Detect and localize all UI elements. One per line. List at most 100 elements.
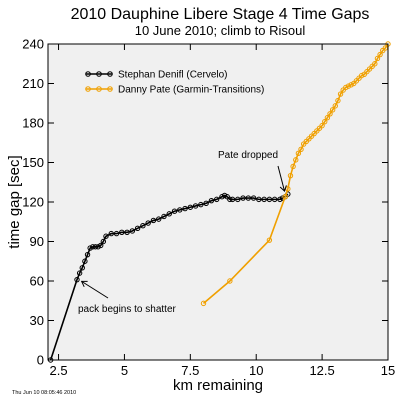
annotation-arrow-pate-head (279, 185, 287, 193)
data-point-danny-pate-garmin-transitions (332, 103, 338, 109)
data-point-stephan-denifl-cervelo (166, 211, 172, 217)
data-point-stephan-denifl-cervelo (119, 229, 125, 235)
data-point-stephan-denifl-cervelo (182, 205, 188, 212)
data-point-stephan-denifl-cervelo (100, 238, 107, 245)
data-point-danny-pate-garmin-transitions (337, 91, 344, 97)
data-point-stephan-denifl-cervelo (161, 213, 167, 220)
data-point-stephan-denifl-cervelo (103, 233, 109, 239)
data-point-stephan-denifl-cervelo (192, 203, 199, 209)
x-tick-label: 10 (249, 363, 263, 378)
data-point-danny-pate-garmin-transitions (327, 111, 333, 117)
data-point-stephan-denifl-cervelo (84, 251, 91, 258)
chart-title: 2010 Dauphine Libere Stage 4 Time Gaps (71, 6, 370, 23)
data-point-stephan-denifl-cervelo (208, 197, 215, 204)
data-point-stephan-denifl-cervelo (250, 195, 257, 201)
data-point-stephan-denifl-cervelo (90, 244, 96, 250)
annotation-arrow-pate (277, 165, 286, 192)
data-point-stephan-denifl-cervelo (98, 242, 104, 249)
data-point-stephan-denifl-cervelo (277, 196, 283, 203)
data-point-stephan-denifl-cervelo (219, 194, 225, 200)
x-tick-label: 15 (381, 363, 395, 378)
data-point-stephan-denifl-cervelo (129, 228, 136, 234)
data-point-danny-pate-garmin-transitions (324, 115, 331, 121)
data-point-stephan-denifl-cervelo (124, 229, 130, 235)
data-point-stephan-denifl-cervelo (92, 244, 99, 250)
data-point-stephan-denifl-cervelo (227, 196, 233, 203)
annotation-arrow-shatter (81, 280, 109, 299)
legend-marker-denifl (96, 71, 102, 77)
annotation-arrow-shatter-head (80, 280, 88, 288)
x-tick-label: 5 (121, 363, 128, 378)
annotation-pack-shatter: pack begins to shatter (78, 304, 177, 315)
data-point-stephan-denifl-cervelo (155, 216, 162, 222)
timestamp-footer: Thu Jun 10 08:05:46 2010 (12, 390, 76, 396)
legend: Stephan Denifl (Cervelo) Danny Pate (Gar… (85, 70, 264, 96)
data-point-danny-pate-garmin-transitions (293, 157, 299, 163)
data-point-stephan-denifl-cervelo (271, 196, 278, 203)
legend-marker-pate (107, 86, 113, 92)
data-point-stephan-denifl-cervelo (213, 196, 220, 203)
data-point-danny-pate-garmin-transitions (282, 194, 288, 200)
data-point-stephan-denifl-cervelo (145, 220, 151, 226)
plot-area (48, 44, 388, 360)
data-point-danny-pate-garmin-transitions (322, 118, 328, 125)
data-point-danny-pate-garmin-transitions (295, 150, 302, 156)
data-point-danny-pate-garmin-transitions (319, 122, 325, 129)
data-point-stephan-denifl-cervelo (245, 195, 252, 201)
data-point-stephan-denifl-cervelo (82, 258, 88, 264)
x-tick-label: 7.5 (181, 363, 199, 378)
y-tick-label: 120 (22, 195, 44, 210)
data-point-stephan-denifl-cervelo (76, 270, 83, 276)
data-point-stephan-denifl-cervelo (235, 196, 241, 203)
data-point-stephan-denifl-cervelo (266, 196, 273, 203)
y-tick-label: 60 (30, 274, 44, 289)
legend-marker-denifl (107, 71, 113, 77)
data-point-danny-pate-garmin-transitions (335, 97, 341, 104)
data-point-stephan-denifl-cervelo (261, 196, 267, 203)
y-tick-label: 180 (22, 116, 44, 131)
y-tick-label: 210 (22, 76, 44, 91)
data-point-danny-pate-garmin-transitions (298, 146, 304, 153)
data-point-stephan-denifl-cervelo (87, 245, 93, 251)
data-point-stephan-denifl-cervelo (108, 230, 114, 237)
x-tick-label: 2.5 (50, 363, 68, 378)
data-point-danny-pate-garmin-transitions (348, 82, 354, 88)
data-point-stephan-denifl-cervelo (221, 192, 228, 199)
data-point-stephan-denifl-cervelo (203, 200, 209, 207)
data-point-danny-pate-garmin-transitions (329, 107, 336, 113)
data-point-stephan-denifl-cervelo (134, 225, 141, 232)
y-tick-label: 90 (30, 234, 44, 249)
chart-subtitle: 10 June 2010; climb to Risoul (135, 23, 306, 38)
data-point-danny-pate-garmin-transitions (343, 84, 349, 91)
data-point-stephan-denifl-cervelo (74, 276, 80, 283)
data-point-danny-pate-garmin-transitions (227, 278, 233, 284)
y-axis: 0 30 60 90 120 150 180 210 240 (22, 37, 388, 368)
y-tick-label: 0 (37, 353, 44, 368)
legend-marker-denifl (85, 71, 91, 77)
data-point-stephan-denifl-cervelo (171, 208, 178, 214)
annotation-pate-dropped: Pate dropped (218, 150, 278, 161)
legend-label-denifl: Stephan Denifl (Cervelo) (118, 70, 228, 81)
x-tick-label: 12.5 (309, 363, 334, 378)
data-point-danny-pate-garmin-transitions (287, 172, 294, 179)
data-point-stephan-denifl-cervelo (256, 196, 262, 203)
series-line-danny-pate-garmin-transitions (202, 43, 389, 304)
legend-label-pate: Danny Pate (Garmin-Transitions) (118, 85, 264, 96)
data-point-danny-pate-garmin-transitions (374, 55, 381, 62)
y-tick-label: 150 (22, 155, 44, 170)
data-point-danny-pate-garmin-transitions (290, 163, 296, 170)
data-point-danny-pate-garmin-transitions (345, 83, 352, 89)
data-point-stephan-denifl-cervelo (198, 201, 204, 208)
x-axis: 2.5 5 7.5 10 12.5 15 (50, 44, 395, 378)
y-tick-label: 240 (22, 37, 44, 52)
data-point-danny-pate-garmin-transitions (266, 237, 273, 243)
legend-marker-pate (85, 86, 91, 92)
series-layer (47, 41, 391, 363)
data-point-danny-pate-garmin-transitions (200, 300, 207, 307)
legend-marker-pate (96, 86, 102, 92)
annotation-layer: pack begins to shatter Pate dropped (78, 150, 287, 315)
data-point-stephan-denifl-cervelo (240, 195, 246, 201)
data-point-danny-pate-garmin-transitions (358, 72, 365, 79)
